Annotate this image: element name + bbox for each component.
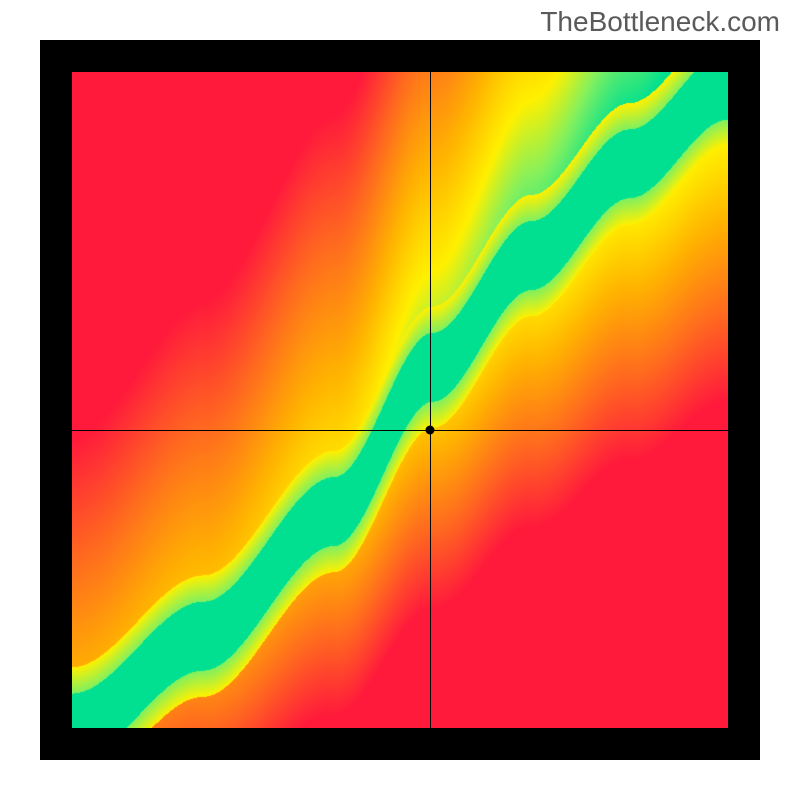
- crosshair-vertical: [430, 72, 431, 728]
- crosshair-horizontal: [72, 430, 728, 431]
- crosshair-marker-dot: [425, 425, 434, 434]
- bottleneck-heatmap: [72, 72, 728, 728]
- chart-container: TheBottleneck.com: [0, 0, 800, 800]
- watermark-text: TheBottleneck.com: [540, 6, 780, 38]
- plot-area: [40, 40, 760, 760]
